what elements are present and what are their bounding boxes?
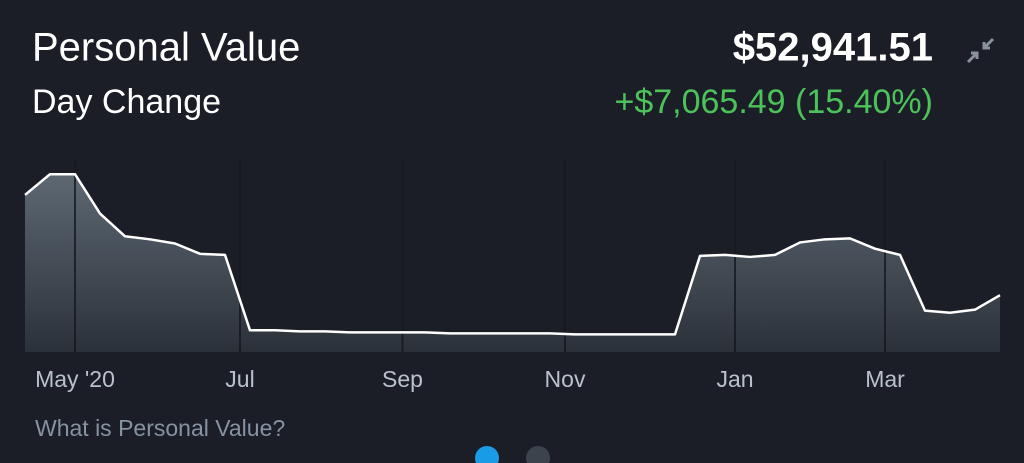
day-change: +$7,065.49 (15.40%) — [614, 83, 933, 121]
x-tick-label: May '20 — [35, 366, 115, 392]
total-value: $52,941.51 — [733, 26, 933, 70]
info-link[interactable]: What is Personal Value? — [35, 415, 285, 441]
page-dot-active[interactable] — [475, 446, 499, 463]
chart: May '20 Jul Sep Nov Jan Mar — [24, 160, 1001, 392]
x-tick-label: Jul — [225, 366, 254, 392]
x-tick-label: Sep — [382, 366, 423, 392]
x-tick-label: Mar — [865, 366, 905, 392]
change-label: Day Change — [32, 83, 221, 121]
value-line — [24, 172, 1001, 336]
collapse-icon[interactable] — [966, 37, 995, 64]
x-tick-label: Nov — [545, 366, 586, 392]
area-fill — [25, 174, 1000, 352]
page-dot[interactable] — [526, 446, 550, 463]
x-tick-label: Jan — [716, 366, 753, 392]
title: Personal Value — [32, 26, 300, 70]
